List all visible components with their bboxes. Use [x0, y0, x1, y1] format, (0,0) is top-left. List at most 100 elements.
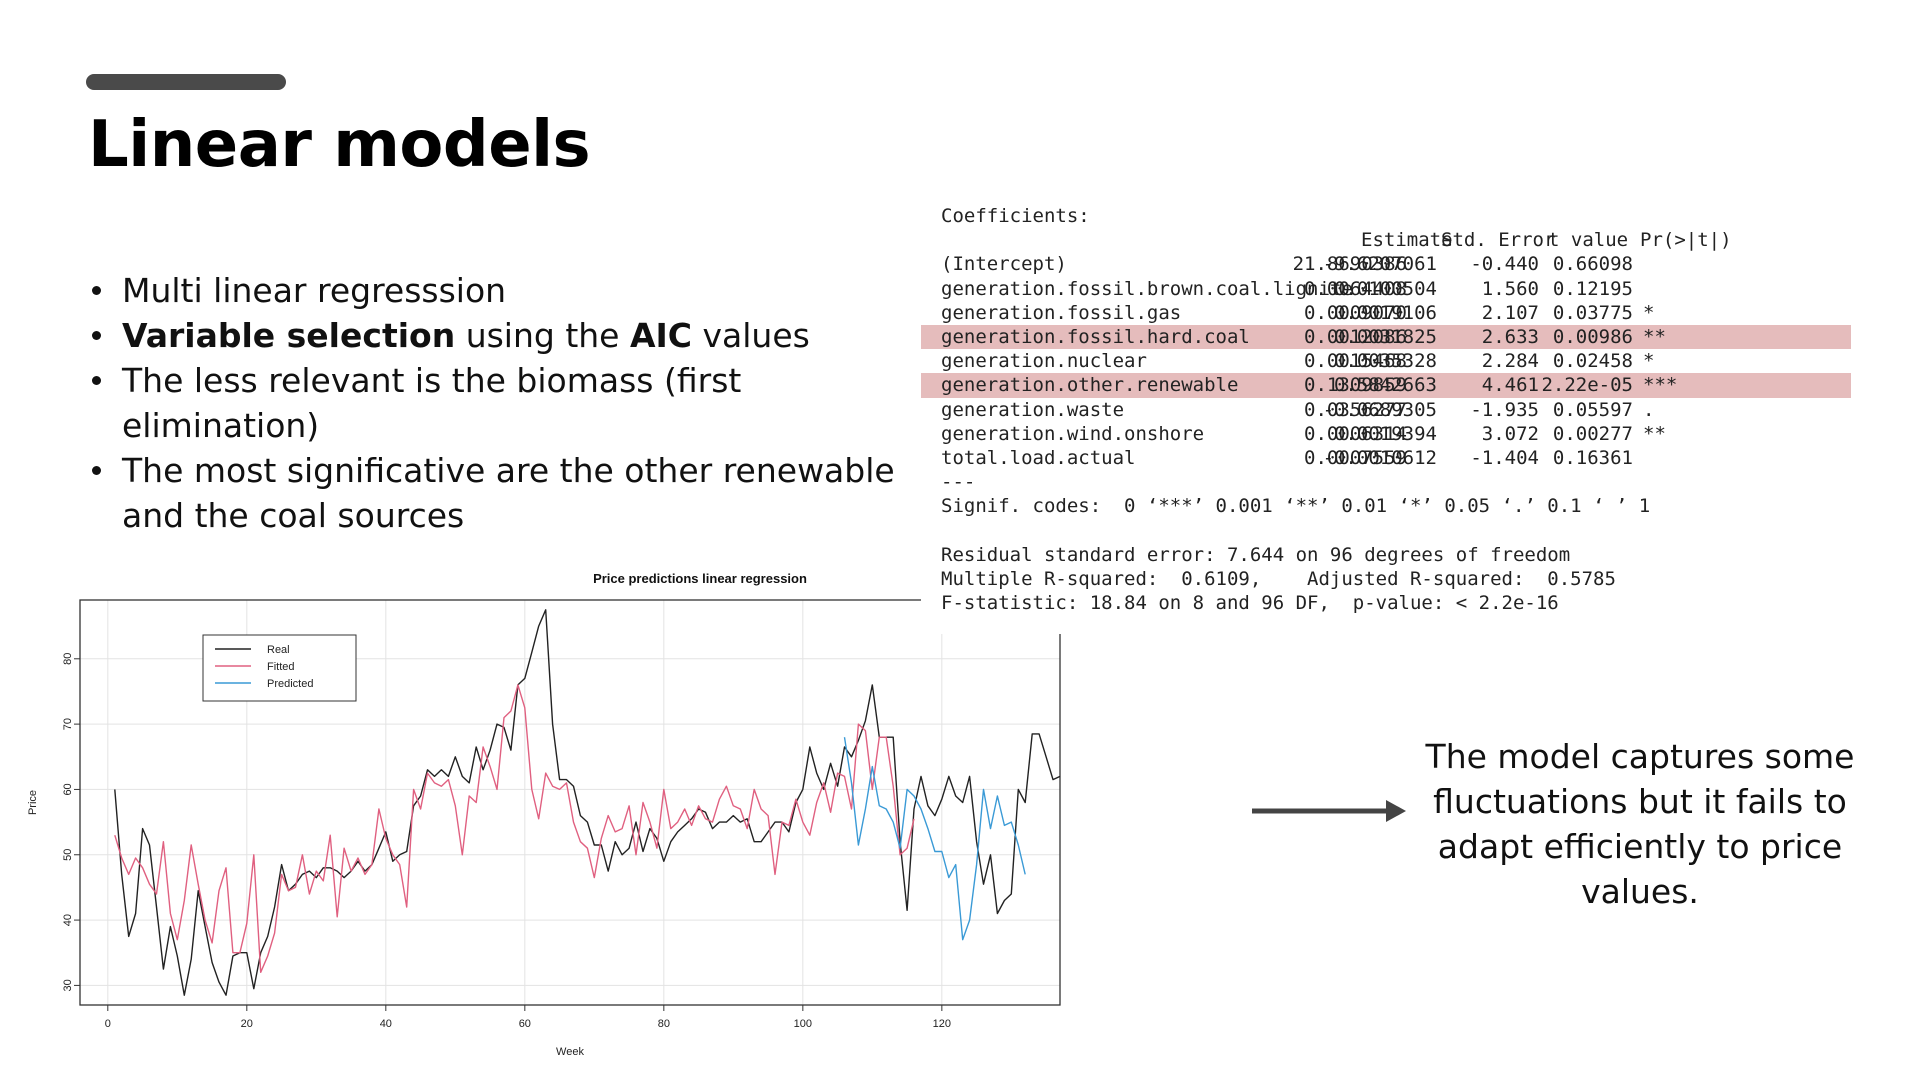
coefficients-column-headers: Estimate Std. Error t value Pr(>|t|) — [921, 228, 1851, 252]
title-accent-bar — [86, 74, 286, 90]
coef-std-error: 0.0006314 — [1304, 422, 1407, 445]
column-header: Std. Error — [1441, 229, 1556, 252]
x-tick-label: 0 — [105, 1018, 111, 1030]
coef-signif: ** — [1643, 422, 1666, 445]
spacer — [921, 518, 1851, 542]
coefficient-row: generation.fossil.brown.coal.lignite 0.01… — [921, 277, 1851, 301]
conclusion-text: The model captures some fluctuations but… — [1425, 737, 1855, 911]
coef-signif: * — [1643, 350, 1655, 373]
coef-t-value: -0.440 — [1470, 253, 1539, 276]
coef-name: total.load.actual — [941, 446, 1136, 469]
coefficient-row: generation.waste -0.0689305 0.0356277 -1.93… — [921, 398, 1851, 422]
coefficient-row: total.load.actual -0.0010612 0.0007559 -1.4… — [921, 446, 1851, 470]
coef-estimate: -0.0689305 — [1322, 398, 1437, 421]
coef-p-value: 0.00986 — [1552, 325, 1633, 348]
bullet-list: Multi linear regresssion Variable selecti… — [88, 268, 908, 538]
coef-t-value: 1.560 — [1481, 277, 1539, 300]
plot-frame — [79, 599, 1061, 1006]
column-header: Estimate — [1361, 229, 1453, 252]
column-header: t value — [1548, 229, 1629, 252]
coef-name: (Intercept) — [941, 253, 1067, 276]
separator: --- — [941, 471, 976, 494]
coef-signif: * — [1643, 301, 1655, 324]
coef-estimate: 0.0035328 — [1334, 350, 1437, 373]
series-line-fitted — [114, 684, 915, 973]
coef-signif: . — [1643, 398, 1655, 421]
coef-std-error: 0.0015468 — [1304, 350, 1407, 373]
coef-name: generation.wind.onshore — [941, 422, 1205, 445]
coef-estimate: 0.0031825 — [1334, 325, 1437, 348]
bullet-text: The most significative are the other ren… — [122, 451, 895, 535]
coef-std-error: 0.1309859 — [1304, 374, 1407, 397]
coef-p-value: 0.00277 — [1552, 422, 1633, 445]
coef-std-error: 0.0064408 — [1304, 277, 1407, 300]
coef-p-value: 0.03775 — [1552, 301, 1633, 324]
regression-output: Coefficients: Estimate Std. Error t value Pr… — [921, 204, 1851, 634]
coef-std-error: 0.0012086 — [1304, 325, 1407, 348]
x-tick-label: 40 — [380, 1018, 392, 1030]
coef-p-value: 0.12195 — [1552, 277, 1633, 300]
coef-t-value: -1.404 — [1470, 446, 1539, 469]
coef-std-error: 0.0356277 — [1304, 398, 1407, 421]
x-tick-label: 60 — [519, 1018, 531, 1030]
bullet-bold-text: AIC — [629, 316, 693, 355]
f-statistic: F-statistic: 18.84 on 8 and 96 DF, p-val… — [941, 592, 1559, 614]
coef-p-value: 2.22e-05 — [1541, 374, 1633, 397]
coef-name: generation.waste — [941, 398, 1125, 421]
coefficient-row: generation.other.renewable 0.5842663 0.130… — [921, 373, 1851, 398]
coef-std-error: 0.0009070 — [1304, 301, 1407, 324]
series-line-predicted — [843, 737, 1026, 941]
coefficients-header: Coefficients: — [941, 205, 1090, 227]
residual-standard-error: Residual standard error: 7.644 on 96 deg… — [941, 543, 1571, 566]
bullet-text: using the — [455, 316, 630, 355]
coef-signif: *** — [1643, 374, 1678, 397]
column-header: Pr(>|t|) — [1640, 229, 1732, 252]
x-tick-label: 100 — [794, 1018, 812, 1030]
coef-t-value: 2.107 — [1481, 301, 1539, 324]
coef-estimate: 0.0019394 — [1334, 422, 1437, 445]
coefficient-row: generation.wind.onshore 0.0019394 0.000631… — [921, 422, 1851, 446]
coef-name: generation.nuclear — [941, 350, 1147, 373]
coef-t-value: 3.072 — [1481, 422, 1539, 445]
bullet-item: The most significative are the other ren… — [88, 448, 908, 538]
coef-t-value: 2.633 — [1481, 325, 1539, 348]
slide-title: Linear models — [88, 108, 591, 182]
bullet-text: Multi linear regresssion — [122, 271, 507, 310]
y-tick-label: 80 — [62, 653, 74, 665]
bullet-text: values — [692, 316, 810, 355]
coef-signif: ** — [1643, 325, 1666, 348]
bullet-item: Multi linear regresssion — [88, 268, 908, 313]
legend-label: Fitted — [267, 661, 295, 673]
chart-svg: 0 20 40 60 80 100 120 30 40 50 60 70 80 Price predict… — [27, 571, 1061, 1058]
coef-std-error: 0.0007559 — [1304, 446, 1407, 469]
y-tick-label: 60 — [62, 783, 74, 795]
coef-estimate: 0.5842663 — [1334, 374, 1437, 397]
bullet-bold-text: Variable selection — [122, 316, 456, 355]
coef-name: generation.fossil.hard.coal — [941, 325, 1250, 348]
r-squared: Multiple R-squared: 0.6109, Adjusted R-s… — [941, 567, 1616, 590]
coefficient-row: (Intercept) -9.6207061 21.8690386 -0.440 0.6… — [921, 252, 1851, 276]
coef-p-value: 0.05597 — [1552, 398, 1633, 421]
legend-label: Real — [267, 644, 290, 656]
bullet-item: The less relevant is the biomass (first … — [88, 358, 908, 448]
coef-estimate: -0.0010612 — [1322, 446, 1437, 469]
x-tick-label: 120 — [933, 1018, 951, 1030]
coef-estimate: 0.0019106 — [1334, 301, 1437, 324]
price-prediction-chart: 0 20 40 60 80 100 120 30 40 50 60 70 80 Price predict… — [20, 555, 1330, 1065]
coefficient-row: generation.fossil.gas 0.0019106 0.0009070 2… — [921, 301, 1851, 325]
y-tick-label: 40 — [62, 914, 74, 926]
x-tick-label: 20 — [241, 1018, 253, 1030]
legend-label: Predicted — [267, 678, 313, 690]
y-tick-label: 50 — [62, 849, 74, 861]
series-line-real — [114, 609, 1061, 996]
y-tick-label: 30 — [62, 979, 74, 991]
coef-t-value: 4.461 — [1481, 374, 1539, 397]
coefficient-row: generation.nuclear 0.0035328 0.0015468 2.28… — [921, 349, 1851, 373]
signif-codes: Signif. codes: 0 ‘***’ 0.001 ‘**’ 0.01 ‘… — [941, 495, 1651, 518]
bullet-item: Variable selection using the AIC values — [88, 313, 908, 358]
coef-estimate: -9.6207061 — [1322, 253, 1437, 276]
coef-t-value: 2.284 — [1481, 350, 1539, 373]
coef-t-value: -1.935 — [1470, 398, 1539, 421]
coef-p-value: 0.66098 — [1552, 253, 1633, 276]
y-tick-label: 70 — [62, 718, 74, 730]
